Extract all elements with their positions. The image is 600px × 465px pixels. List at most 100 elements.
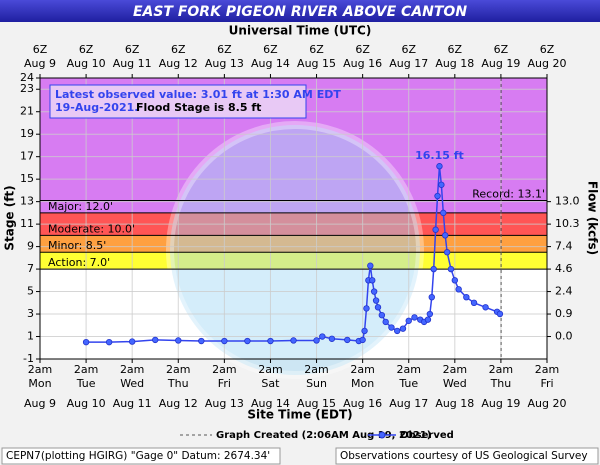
x-tick-label: 2am [120,363,144,376]
data-point [290,337,297,344]
data-point [455,286,462,293]
data-point [434,192,441,200]
y-tick-label: 21 [20,105,34,118]
y-tick-label: 7 [27,262,34,275]
x2-tick-label: 6Z [171,43,186,56]
x-tick-label: Wed [120,377,144,390]
x-tick-label: Aug 18 [435,397,474,410]
data-point [319,333,326,340]
x2-tick-label: 6Z [401,43,416,56]
data-point [363,305,370,312]
data-point [82,338,90,346]
data-point [440,209,447,217]
x2-tick-label: 6Z [263,43,278,56]
x-tick-label: Aug 19 [481,397,520,410]
y-tick-label: 5 [27,285,34,298]
legend-observed: Observed [400,430,454,441]
y-tick-label: 1 [27,330,34,343]
y2-tick-label: 4.6 [555,262,573,275]
y2-tick-label: 7.4 [555,240,573,253]
y2-tick-label: 2.4 [555,285,573,298]
y2-tick-label: 10.3 [555,217,580,230]
data-point [496,310,504,318]
top-axis-title: Universal Time (UTC) [229,24,372,38]
data-point [442,232,449,239]
data-point [428,293,435,301]
x2-tick-label: Aug 10 [67,57,106,70]
data-point [152,336,159,344]
data-point [128,338,136,345]
legend-observed-marker [378,431,386,439]
data-point [359,336,366,344]
data-point [405,317,412,324]
watermark [170,125,420,375]
info-box [49,84,307,119]
data-point [394,327,401,335]
x-tick-label: Thu [490,377,512,390]
x2-tick-label: Aug 13 [205,57,244,70]
flood-band [40,235,547,253]
x2-tick-label: Aug 12 [159,57,198,70]
data-point [430,265,437,273]
x2-tick-label: Aug 15 [297,57,336,70]
data-point [378,311,386,319]
x-tick-label: Fri [540,377,553,390]
x-tick-label: Wed [443,377,467,390]
data-point [367,262,374,269]
footer-left: CEPN7(plotting HGIRG) "Gage 0" Datum: 26… [6,450,270,462]
data-point [399,325,407,332]
y-tick-label: 9 [27,240,34,253]
info-flood-stage: Flood Stage is 8.5 ft [136,101,261,114]
x-tick-label: Mon [28,377,51,390]
y-tick-label: 23 [20,82,34,95]
plot-frame [39,77,548,360]
y-axis-title: Stage (ft) [3,185,17,250]
data-point [470,299,478,306]
x-axis-title: Site Time (EDT) [247,408,352,422]
x-tick-label: 2am [350,363,374,376]
x-tick-label: 2am [304,363,328,376]
y2-tick-label: 0.0 [555,330,573,343]
flood-label: Moderate: 10.0' [48,222,135,235]
data-point [424,316,432,323]
data-point [344,336,351,344]
x2-tick-label: 6Z [309,43,324,56]
x-tick-label: Sun [306,377,327,390]
peak-label: 16.15 ft [415,149,464,162]
x-tick-label: Aug 20 [528,397,567,410]
y2-tick-label: 0.9 [555,307,573,320]
info-date: 19-Aug-2021. [55,101,138,114]
flood-label: Action: 7.0' [48,256,110,269]
x2-tick-label: Aug 14 [251,57,290,70]
x-tick-label: Tue [398,377,418,390]
data-point [198,337,205,345]
data-point [328,335,336,342]
y-tick-label: 11 [20,217,34,230]
data-point [372,297,380,304]
legend-created: Graph Created (2:06AM Aug 19, 2021) [216,430,431,441]
x2-tick-label: Aug 11 [113,57,152,70]
x-tick-label: Thu [167,377,189,390]
x2-tick-label: 6Z [494,43,509,56]
y-tick-label: 19 [20,127,34,140]
x2-tick-label: 6Z [79,43,94,56]
title-bar [0,0,600,22]
y-tick-label: 15 [20,172,34,185]
data-point [369,277,376,284]
x-tick-label: Aug 16 [343,397,382,410]
y2-axis-title: Flow (kcfs) [586,181,600,255]
data-point [426,310,434,318]
x-tick-label: Aug 12 [159,397,198,410]
data-point [370,288,378,295]
data-point [267,337,274,345]
x-tick-label: Fri [218,377,231,390]
chart-title: EAST FORK PIGEON RIVER ABOVE CANTON [133,4,467,20]
x-tick-label: 2am [74,363,98,376]
watermark-ring [166,121,424,379]
x2-tick-label: Aug 20 [528,57,567,70]
data-point [105,338,113,346]
data-point [244,337,251,345]
data-point [438,181,445,188]
x2-tick-label: Aug 9 [24,57,56,70]
